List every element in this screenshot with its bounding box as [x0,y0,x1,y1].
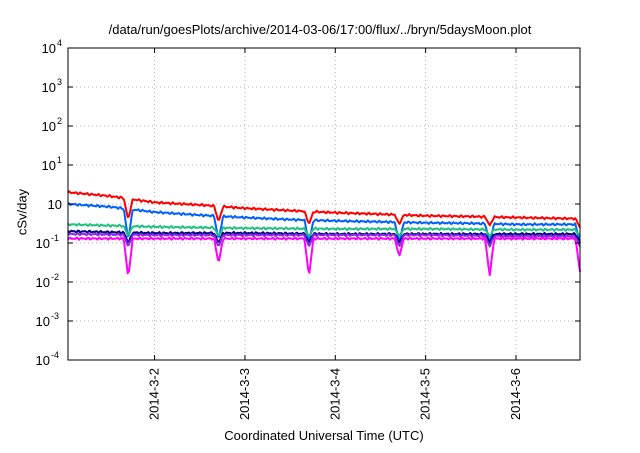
x-tick-label: 2014-3-2 [147,368,162,420]
series-group [67,190,581,277]
y-tick-label: 10 [36,275,50,290]
x-axis: 2014-3-2 2014-3-3 2014-3-4 2014-3-5 2014-3-6 [147,48,523,420]
x-tick-label: 2014-3-5 [418,368,433,420]
y-tick-label: 10 [42,80,56,95]
series-line [67,190,581,228]
y-axis-label: cSv/day [14,188,30,236]
x-tick-label: 2014-3-4 [327,368,342,420]
grid-lines [68,47,580,361]
y-tick-exponent: -3 [51,311,59,321]
series-line [67,236,581,277]
y-tick-exponent: 2 [57,116,62,126]
y-tick-label: 10 [48,197,62,212]
y-tick-exponent: -2 [51,272,59,282]
y-tick-label: 10 [42,41,56,56]
x-tick-label: 2014-3-6 [508,368,523,420]
y-tick-label: 10 [36,314,50,329]
series-line [67,222,581,237]
x-axis-label: Coordinated Universal Time (UTC) [224,428,424,443]
y-tick-exponent: 3 [57,77,62,87]
x-tick-label: 2014-3-3 [237,368,252,420]
y-tick-label: 10 [42,158,56,173]
series-line [67,232,581,248]
y-tick-exponent: -4 [51,350,59,360]
y-tick-label: 10 [36,236,50,251]
series-line [67,202,581,244]
chart-title: /data/run/goesPlots/archive/2014-03-06/1… [108,22,532,37]
y-tick-exponent: 4 [57,38,62,48]
y-tick-label: 10 [36,353,50,368]
y-tick-label: 10 [42,119,56,134]
y-tick-exponent: -1 [51,233,59,243]
y-tick-exponent: 1 [57,155,62,165]
